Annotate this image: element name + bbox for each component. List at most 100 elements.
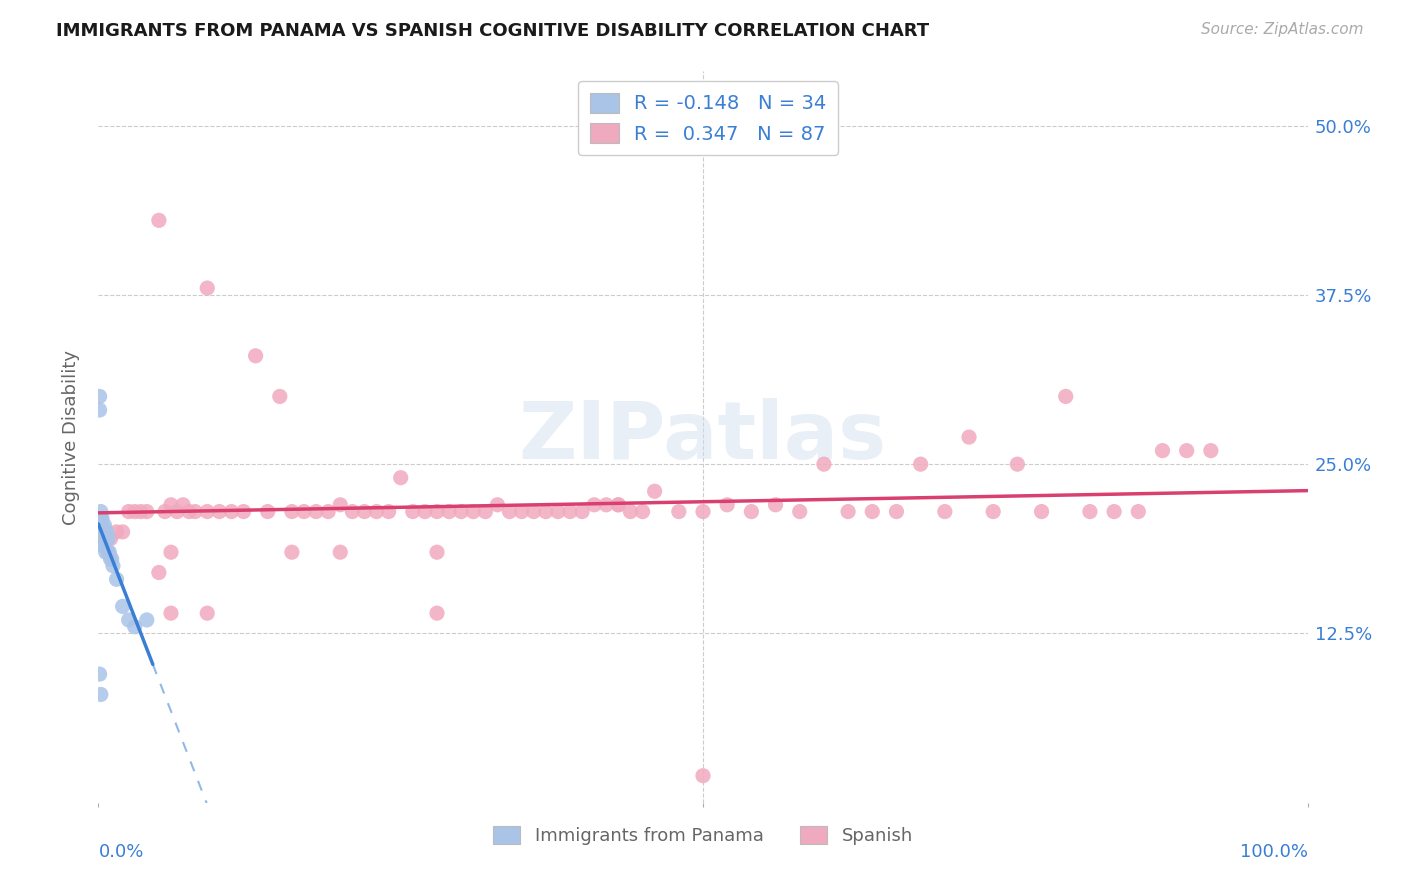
Point xyxy=(91,532,114,546)
Point xyxy=(437,505,460,519)
Point xyxy=(692,769,714,783)
Point xyxy=(426,545,449,559)
Point xyxy=(172,498,194,512)
Point xyxy=(498,505,520,519)
Text: IMMIGRANTS FROM PANAMA VS SPANISH COGNITIVE DISABILITY CORRELATION CHART: IMMIGRANTS FROM PANAMA VS SPANISH COGNIT… xyxy=(56,22,929,40)
Point xyxy=(450,505,472,519)
Point xyxy=(402,505,425,519)
Point xyxy=(96,532,118,546)
Point xyxy=(124,620,146,634)
Point xyxy=(153,505,176,519)
Point xyxy=(765,498,787,512)
Point xyxy=(91,511,114,525)
Point xyxy=(631,505,654,519)
Point xyxy=(195,281,218,295)
Point xyxy=(195,606,218,620)
Text: ZIPatlas: ZIPatlas xyxy=(519,398,887,476)
Point xyxy=(316,505,339,519)
Point xyxy=(256,505,278,519)
Point xyxy=(93,532,115,546)
Point xyxy=(305,505,328,519)
Point xyxy=(547,505,569,519)
Point xyxy=(789,505,811,519)
Text: Source: ZipAtlas.com: Source: ZipAtlas.com xyxy=(1201,22,1364,37)
Point xyxy=(281,545,304,559)
Point xyxy=(607,498,630,512)
Point xyxy=(101,558,124,573)
Point xyxy=(245,349,267,363)
Point xyxy=(100,552,122,566)
Point xyxy=(105,524,128,539)
Point xyxy=(474,505,496,519)
Text: 0.0%: 0.0% xyxy=(98,843,143,861)
Point xyxy=(91,524,114,539)
Point xyxy=(89,389,111,403)
Point xyxy=(668,505,690,519)
Point xyxy=(886,505,908,519)
Point xyxy=(97,545,120,559)
Point xyxy=(644,484,666,499)
Point xyxy=(96,524,118,539)
Point xyxy=(89,667,111,681)
Point xyxy=(1031,505,1053,519)
Point xyxy=(93,524,115,539)
Point xyxy=(135,613,157,627)
Point xyxy=(91,518,114,533)
Point xyxy=(813,457,835,471)
Point xyxy=(160,545,183,559)
Point xyxy=(184,505,207,519)
Point xyxy=(329,545,352,559)
Point xyxy=(583,498,606,512)
Point xyxy=(740,505,762,519)
Y-axis label: Cognitive Disability: Cognitive Disability xyxy=(62,350,80,524)
Point xyxy=(94,524,117,539)
Point xyxy=(1078,505,1101,519)
Point xyxy=(93,538,115,552)
Point xyxy=(148,213,170,227)
Point xyxy=(94,532,117,546)
Point xyxy=(90,505,112,519)
Point xyxy=(91,538,114,552)
Point xyxy=(91,524,114,539)
Point xyxy=(377,505,399,519)
Point xyxy=(413,505,436,519)
Point xyxy=(607,498,630,512)
Point xyxy=(98,545,121,559)
Point xyxy=(1054,389,1077,403)
Point xyxy=(595,498,617,512)
Point xyxy=(100,532,122,546)
Point xyxy=(1199,443,1222,458)
Point xyxy=(558,505,581,519)
Point xyxy=(93,524,115,539)
Point xyxy=(692,505,714,519)
Point xyxy=(353,505,375,519)
Point xyxy=(910,457,932,471)
Point xyxy=(463,505,485,519)
Point xyxy=(510,505,533,519)
Point xyxy=(118,505,141,519)
Point xyxy=(94,545,117,559)
Point xyxy=(366,505,388,519)
Point xyxy=(860,505,883,519)
Point xyxy=(90,688,112,702)
Point xyxy=(329,498,352,512)
Point xyxy=(981,505,1004,519)
Point xyxy=(232,505,254,519)
Point xyxy=(221,505,243,519)
Point xyxy=(716,498,738,512)
Point xyxy=(523,505,546,519)
Point xyxy=(111,599,134,614)
Point xyxy=(160,498,183,512)
Point xyxy=(111,524,134,539)
Point xyxy=(105,572,128,586)
Text: 100.0%: 100.0% xyxy=(1240,843,1308,861)
Point xyxy=(208,505,231,519)
Point xyxy=(342,505,364,519)
Point xyxy=(195,505,218,519)
Point xyxy=(90,511,112,525)
Point xyxy=(571,505,593,519)
Point xyxy=(93,518,115,533)
Point xyxy=(124,505,146,519)
Point xyxy=(89,403,111,417)
Point xyxy=(118,613,141,627)
